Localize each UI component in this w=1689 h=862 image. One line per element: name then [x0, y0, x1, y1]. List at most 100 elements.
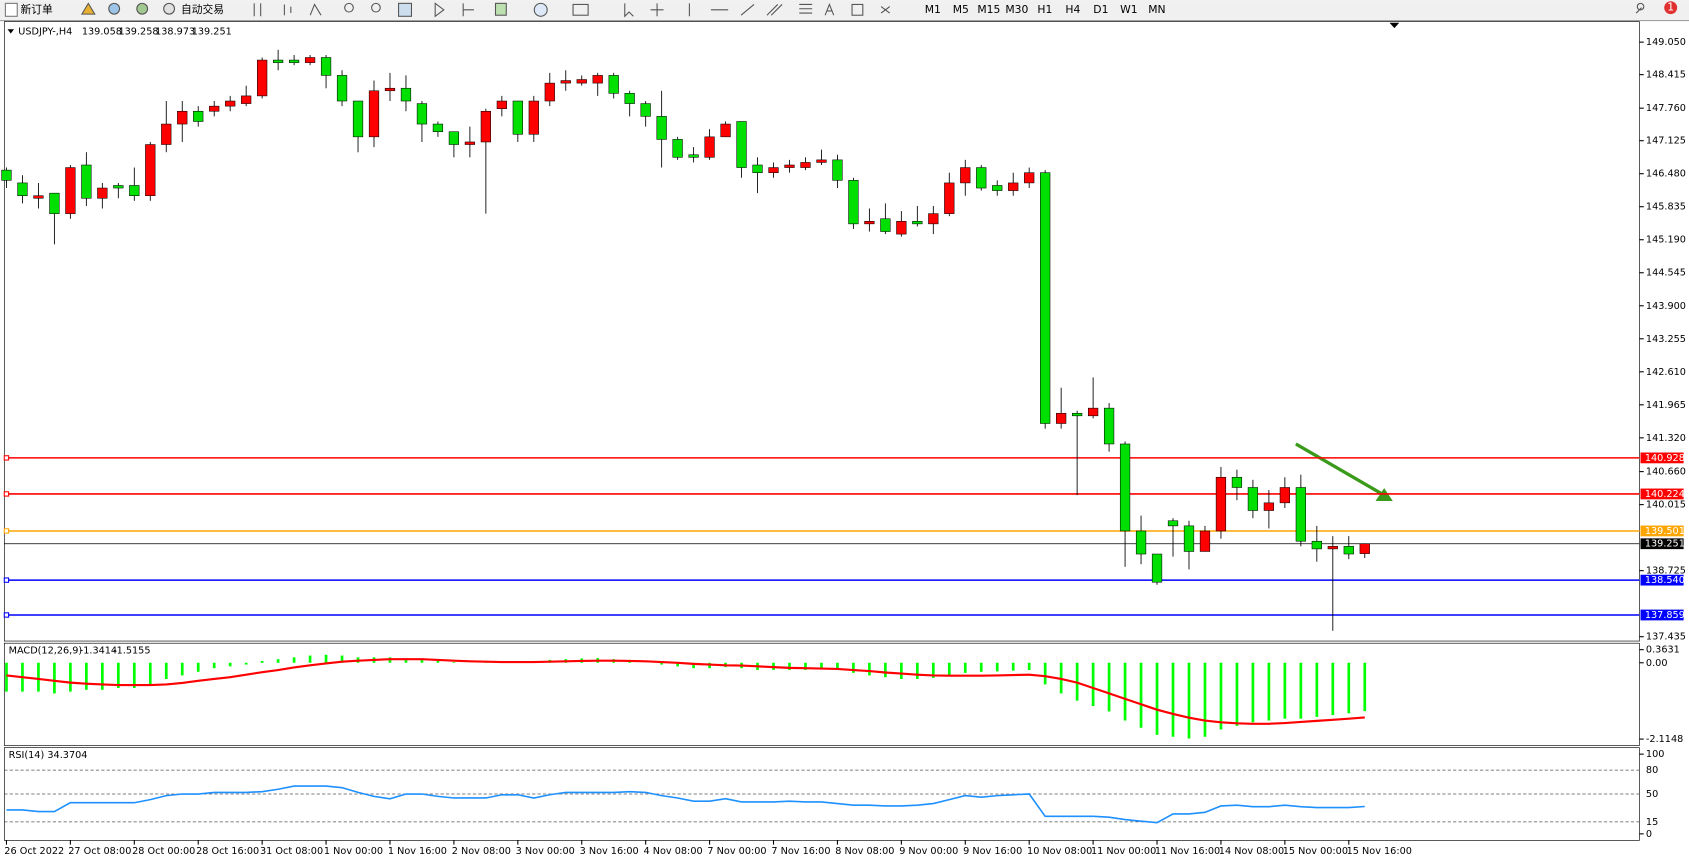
candle-body [1, 169, 12, 181]
candle-body [848, 180, 859, 225]
candle-body [736, 121, 747, 168]
arrow-shaft [1295, 442, 1384, 496]
icon-periods[interactable] [533, 2, 548, 17]
candle-body [33, 195, 44, 199]
candle-body [129, 185, 140, 196]
timeframe-button[interactable]: H1 [1037, 3, 1052, 16]
x-tick-label: 7 Nov 16:00 [771, 846, 830, 857]
y-tick-label: 137.435 [1646, 632, 1686, 643]
x-tick-label: 28 Oct 00:00 [132, 846, 195, 857]
timeframe-button[interactable]: D1 [1093, 3, 1108, 16]
level-label: 140.928 [1645, 453, 1685, 464]
candle-body [560, 80, 571, 84]
icon-search[interactable] [1635, 2, 1645, 14]
icon-indicators[interactable] [494, 2, 507, 16]
candle-body [1263, 502, 1275, 511]
candle-body [320, 57, 332, 76]
candle-body [1151, 553, 1163, 583]
candle-body [225, 100, 236, 107]
icon-zoom-in[interactable] [344, 2, 354, 13]
toolbar-button[interactable]: 新订单 [20, 3, 53, 16]
candle-body [1167, 520, 1179, 527]
icon-gold[interactable] [80, 2, 96, 15]
candle-body [896, 221, 907, 235]
candle-body [768, 167, 779, 173]
toolbar-icons [4, 2, 1645, 18]
icon-signal[interactable] [136, 2, 149, 15]
candle-body [352, 100, 364, 138]
timeframe-button[interactable]: M5 [953, 3, 969, 16]
ohlc-value: 138.973 [155, 26, 195, 37]
candle-body [1279, 487, 1290, 504]
x-tick-label: 4 Nov 08:00 [644, 846, 703, 857]
timeframe-button[interactable]: M15 [977, 3, 1000, 16]
y-tick-label: 100 [1646, 749, 1665, 760]
panel-title: MACD(12,26,9) [9, 646, 83, 657]
icon-templates[interactable] [572, 3, 589, 16]
y-tick-label: 147.760 [1646, 103, 1686, 114]
y-tick-label: 143.255 [1646, 334, 1686, 345]
y-tick-label: 80 [1646, 765, 1658, 776]
candle-body [688, 154, 699, 158]
icon-zoom-out[interactable] [371, 2, 381, 13]
timeframe-button[interactable]: W1 [1120, 3, 1138, 16]
timeframe-button[interactable]: MN [1148, 3, 1165, 16]
x-tick-label: 9 Nov 16:00 [963, 846, 1022, 857]
timeframe-button[interactable]: H4 [1065, 3, 1080, 16]
icon-lines[interactable] [650, 3, 813, 17]
candle-body [496, 100, 507, 109]
notification-badge-bg[interactable] [1664, 1, 1678, 15]
candle-body [1008, 182, 1019, 191]
x-tick-label: 2 Nov 08:00 [452, 846, 511, 857]
symbol-menu-arrow[interactable] [7, 29, 15, 34]
candle-body [1215, 476, 1227, 532]
candle-body [592, 75, 603, 84]
x-tick-label: 15 Nov 00:00 [1283, 846, 1348, 857]
candle-body [1119, 443, 1131, 532]
ohlc-value: 139.058 [82, 26, 122, 37]
icon-text[interactable] [824, 2, 835, 16]
candle-body [1295, 487, 1306, 542]
y-tick-label: 140.015 [1646, 500, 1686, 511]
candle-body [1311, 540, 1322, 550]
candle-body [624, 93, 635, 104]
x-tick-label: 11 Nov 16:00 [1155, 846, 1220, 857]
level-handle [3, 528, 10, 534]
candle-body [784, 164, 795, 168]
candle-body [960, 167, 971, 184]
candle-body [368, 90, 380, 138]
timeframe-button[interactable]: M30 [1005, 3, 1028, 16]
level-label: 139.501 [1645, 526, 1685, 537]
icon-globe[interactable] [108, 2, 121, 15]
level-label-bg [1640, 574, 1684, 586]
icon-new-order[interactable] [4, 2, 18, 17]
candle-body [720, 123, 731, 138]
candle-body [1247, 487, 1259, 511]
x-tick-label: 3 Nov 00:00 [516, 846, 575, 857]
candle-body [145, 144, 156, 196]
candle-body [976, 167, 987, 189]
icon-arrows[interactable] [880, 6, 891, 14]
candle-body [336, 75, 348, 102]
level-handle [3, 491, 10, 497]
icon-label[interactable] [851, 3, 864, 16]
candle-body [864, 221, 875, 225]
y-tick-label: 141.965 [1646, 400, 1686, 411]
icon-tile[interactable] [398, 2, 413, 17]
level-handle [3, 577, 10, 583]
toolbar [0, 0, 1689, 21]
y-tick-label: 148.415 [1646, 70, 1686, 81]
timeframe-button[interactable]: M1 [925, 3, 941, 16]
candle-body [17, 182, 28, 196]
icon-cursor[interactable] [624, 3, 634, 18]
icon-chart-types[interactable] [253, 3, 322, 17]
candle-body [384, 87, 396, 92]
shift-marker [1389, 22, 1400, 29]
candle-body [704, 136, 715, 158]
candle-body [304, 57, 316, 63]
icon-scroll[interactable] [434, 2, 474, 18]
toolbar-button[interactable]: 自动交易 [181, 3, 224, 16]
icon-autotrade[interactable] [163, 2, 176, 15]
y-tick-label: 146.480 [1646, 169, 1686, 180]
